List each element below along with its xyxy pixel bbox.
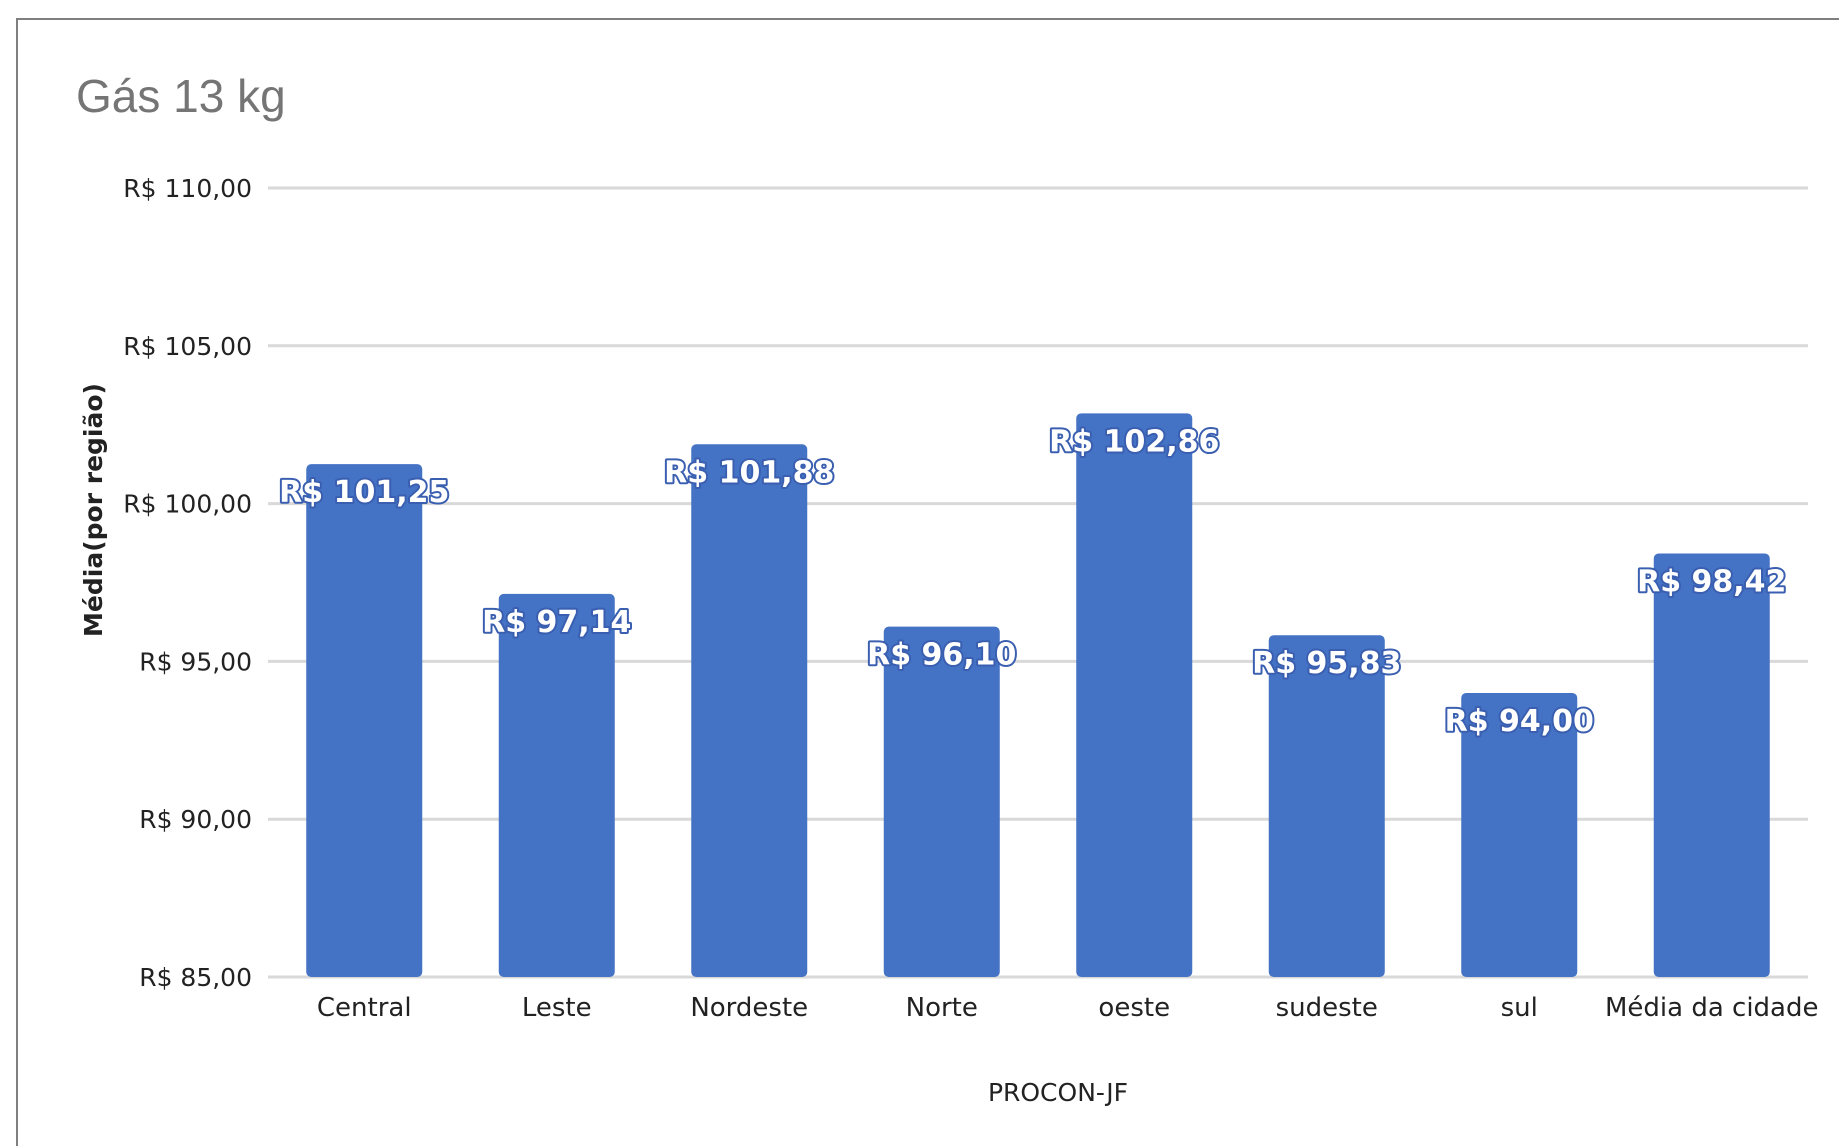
x-category-label: Nordeste — [690, 993, 808, 1023]
x-category-label: oeste — [1098, 993, 1170, 1023]
y-axis-title: Média(por região) — [79, 383, 108, 637]
y-tick-label: R$ 110,00 — [123, 174, 252, 203]
x-category-label: sul — [1501, 993, 1538, 1023]
data-label: R$ 98,42 — [1637, 564, 1786, 599]
data-label: R$ 101,25 — [279, 475, 449, 510]
chart-title: Gás 13 kg — [76, 70, 286, 122]
bar — [306, 464, 423, 977]
x-category-label: sudeste — [1276, 993, 1378, 1023]
data-labels: R$ 101,25 R$ 97,14 R$ 101,88 R$ 96,10 R$ 102… — [277, 422, 1788, 741]
bars — [306, 413, 1770, 978]
bar — [691, 444, 808, 977]
data-label: R$ 96,10 — [867, 638, 1016, 673]
y-tick-label: R$ 95,00 — [139, 647, 252, 676]
bar — [1268, 635, 1385, 977]
data-label: R$ 102,86 — [1049, 424, 1219, 459]
bar — [1461, 692, 1578, 977]
x-category-label: Central — [317, 993, 412, 1023]
x-category-label: Norte — [906, 993, 978, 1023]
y-axis-tick-labels: R$ 85,00 R$ 90,00 R$ 95,00 R$ 100,00 R$ 105,… — [123, 174, 252, 992]
data-label: R$ 101,88 — [664, 455, 834, 490]
y-tick-label: R$ 85,00 — [139, 963, 252, 992]
y-tick-label: R$ 105,00 — [123, 332, 252, 361]
bar-chart: Gás 13 kg R$ 85,00 R$ 90,00 R$ 95,00 R$ 100… — [76, 70, 1819, 1107]
bar — [883, 626, 1000, 977]
x-axis-category-labels: Central Leste Nordeste Norte oeste sudeste sul… — [317, 993, 1819, 1023]
x-category-label: Média da cidade — [1605, 993, 1819, 1023]
data-label: R$ 94,00 — [1445, 704, 1594, 739]
y-tick-label: R$ 90,00 — [139, 805, 252, 834]
bar — [498, 593, 615, 977]
chart-frame: Gás 13 kg R$ 85,00 R$ 90,00 R$ 95,00 R$ 100… — [16, 18, 1839, 1146]
x-category-label: Leste — [522, 993, 592, 1023]
x-axis-title: PROCON-JF — [988, 1078, 1128, 1107]
data-label: R$ 97,14 — [482, 605, 631, 640]
bar — [1653, 553, 1770, 977]
data-label: R$ 95,83 — [1252, 646, 1401, 681]
bar — [1076, 413, 1193, 978]
y-tick-label: R$ 100,00 — [123, 490, 252, 519]
